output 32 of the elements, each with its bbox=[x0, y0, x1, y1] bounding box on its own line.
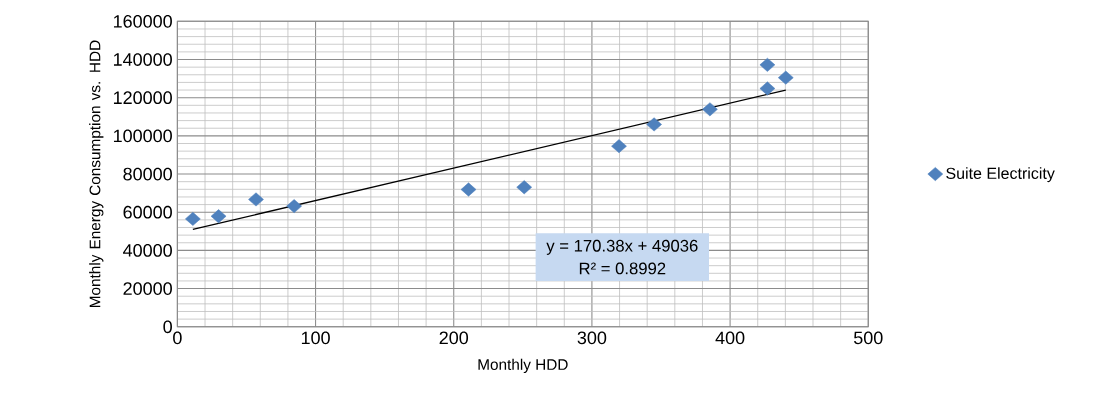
x-tick-label: 0 bbox=[173, 331, 182, 344]
point bbox=[210, 209, 227, 223]
annotation: R² = 0.8992 bbox=[579, 262, 666, 275]
y-tick-label: 80000 bbox=[123, 167, 172, 181]
y-tick-label: 40000 bbox=[123, 243, 172, 257]
point bbox=[702, 102, 718, 117]
y-tick-label: 140000 bbox=[113, 52, 172, 66]
point bbox=[248, 192, 264, 207]
y-tick-label: 100000 bbox=[113, 129, 172, 143]
point bbox=[759, 81, 776, 96]
x-tick-label: 300 bbox=[577, 331, 607, 344]
x-axis-title: Monthly HDD bbox=[478, 358, 568, 373]
point bbox=[460, 182, 477, 197]
point bbox=[185, 211, 201, 226]
point bbox=[759, 57, 776, 72]
annotation: y = 170.38x + 49036 bbox=[546, 239, 698, 255]
x-tick-label: 400 bbox=[715, 331, 745, 344]
point bbox=[516, 180, 532, 194]
y-tick-label: 160000 bbox=[113, 14, 172, 28]
legend-label: Suite Electricity bbox=[946, 167, 1055, 182]
point bbox=[646, 117, 662, 132]
x-tick-label: 200 bbox=[439, 331, 469, 344]
x-tick-label: 100 bbox=[301, 331, 330, 344]
point bbox=[286, 198, 302, 213]
point bbox=[778, 70, 794, 85]
y-tick-label: 120000 bbox=[113, 91, 172, 104]
y-tick-label: 20000 bbox=[123, 281, 172, 295]
x-tick-label: 500 bbox=[853, 331, 883, 344]
y-tick-label: 0 bbox=[163, 320, 172, 333]
point bbox=[611, 139, 627, 153]
y-axis-title: Monthly Energy Consumption vs. HDD bbox=[89, 40, 104, 307]
y-tick-label: 60000 bbox=[123, 205, 172, 219]
